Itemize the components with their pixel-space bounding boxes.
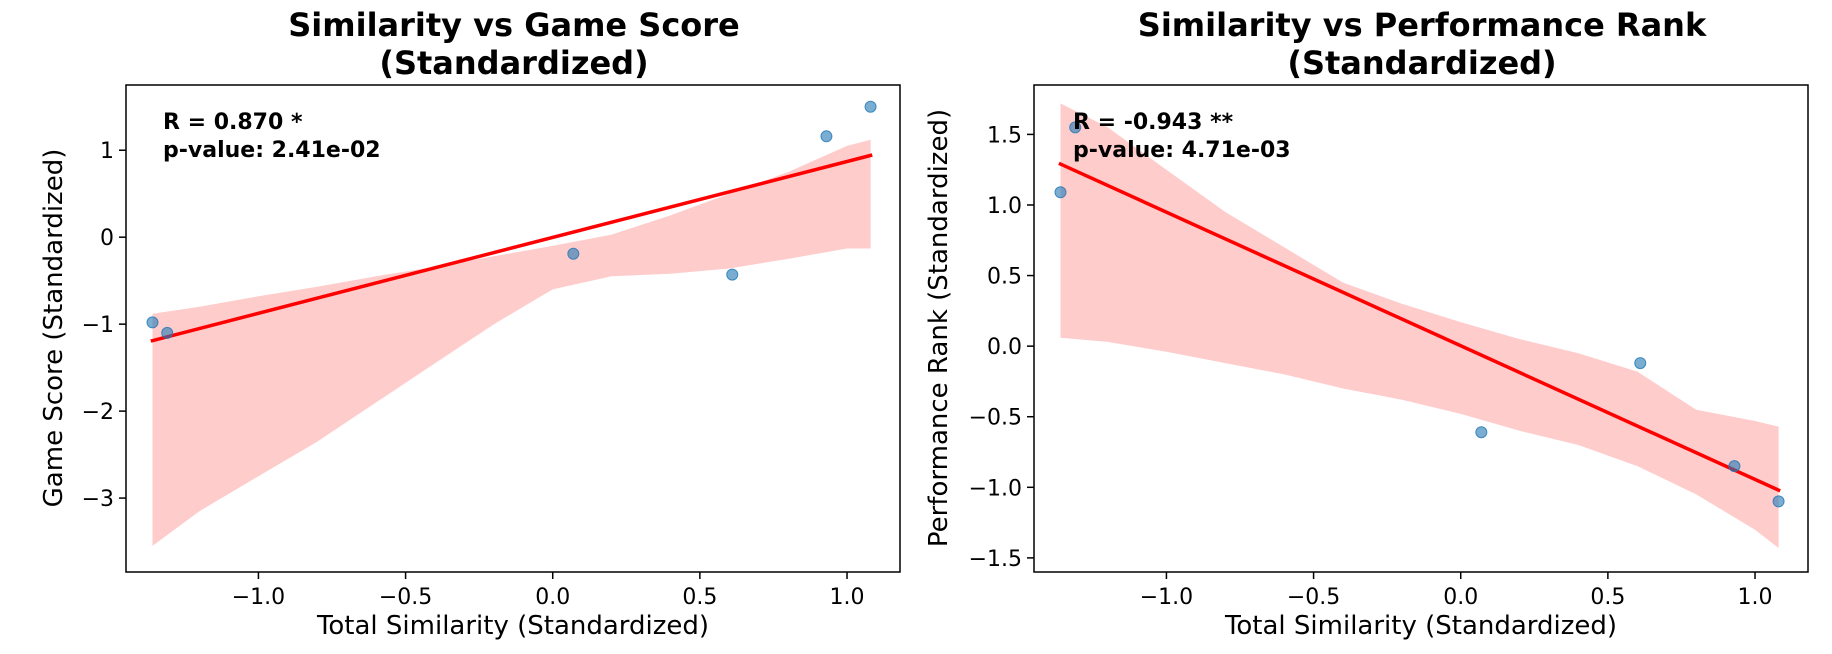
data-point	[1054, 186, 1067, 199]
y-tick-label: 1	[100, 139, 114, 164]
data-point	[1728, 460, 1741, 473]
data-point	[1475, 426, 1488, 439]
axes-frame	[125, 84, 901, 573]
data-point	[1069, 121, 1082, 134]
y-tick-label: −0.5	[969, 406, 1022, 431]
x-ticks: −1.0 −0.5 0.0 0.5 1.0	[1140, 572, 1773, 610]
x-tick-label: 0.0	[535, 585, 570, 610]
regression-line	[150, 153, 873, 343]
confidence-band	[152, 139, 871, 546]
chart-title-line-1: Similarity vs Performance Rank	[1138, 6, 1707, 44]
correlation-annotation: R = -0.943 ** p-value: 4.71e-03	[1073, 110, 1291, 163]
correlation-annotation: R = 0.870 * p-value: 2.41e-02	[163, 110, 381, 163]
x-tick-label: 1.0	[1738, 585, 1773, 610]
x-tick-label: −0.5	[379, 585, 432, 610]
y-tick-label: −3	[82, 487, 114, 512]
chart-title-line-1: Similarity vs Game Score	[288, 6, 740, 44]
chart-performance-rank: Similarity vs Performance Rank (Standard…	[924, 6, 1809, 641]
y-tick-label: 1.5	[987, 123, 1022, 148]
x-tick-label: 0.5	[1590, 585, 1625, 610]
chart-title-line-2: (Standardized)	[379, 44, 648, 82]
y-tick-label: 1.0	[987, 194, 1022, 219]
data-point	[864, 100, 877, 113]
data-point	[726, 268, 739, 281]
x-tick-label: 0.5	[682, 585, 717, 610]
x-tick-label: 1.0	[830, 585, 865, 610]
data-point	[146, 316, 159, 329]
x-tick-label: −1.0	[232, 585, 285, 610]
x-tick-label: 0.0	[1443, 585, 1478, 610]
x-axis-label: Total Similarity (Standardized)	[1224, 611, 1617, 641]
data-point	[567, 247, 580, 260]
y-ticks: −1.5 −1.0 −0.5 0.0 0.5 1.0 1.5	[969, 123, 1034, 572]
chart-game-score: Similarity vs Game Score (Standardized) …	[39, 6, 901, 641]
y-axis-label: Performance Rank (Standardized)	[924, 109, 954, 547]
data-point	[1634, 357, 1647, 370]
x-ticks: −1.0 −0.5 0.0 0.5 1.0	[232, 572, 865, 610]
p-value-text: p-value: 4.71e-03	[1073, 138, 1291, 163]
chart-title-line-2: (Standardized)	[1287, 44, 1556, 82]
data-point	[161, 326, 174, 339]
x-axis-label: Total Similarity (Standardized)	[316, 611, 709, 641]
y-tick-label: 0.0	[987, 335, 1022, 360]
y-tick-label: −1	[82, 313, 114, 338]
r-value-text: R = -0.943 **	[1073, 110, 1234, 135]
y-axis-label: Game Score (Standardized)	[39, 149, 69, 508]
x-tick-label: −0.5	[1287, 585, 1340, 610]
y-tick-label: −2	[82, 400, 114, 425]
plot-area	[1054, 103, 1785, 549]
y-tick-label: −1.0	[969, 476, 1022, 501]
data-point	[820, 130, 833, 143]
axes-frame	[1033, 84, 1809, 573]
y-ticks: −3 −2 −1 0 1	[82, 139, 126, 512]
regression-line	[1058, 161, 1781, 493]
plot-area	[146, 100, 877, 546]
x-tick-label: −1.0	[1140, 585, 1193, 610]
p-value-text: p-value: 2.41e-02	[163, 138, 381, 163]
y-tick-label: −1.5	[969, 547, 1022, 572]
data-point	[1772, 495, 1785, 508]
y-tick-label: 0	[100, 226, 114, 251]
y-tick-label: 0.5	[987, 265, 1022, 290]
r-value-text: R = 0.870 *	[163, 110, 303, 135]
